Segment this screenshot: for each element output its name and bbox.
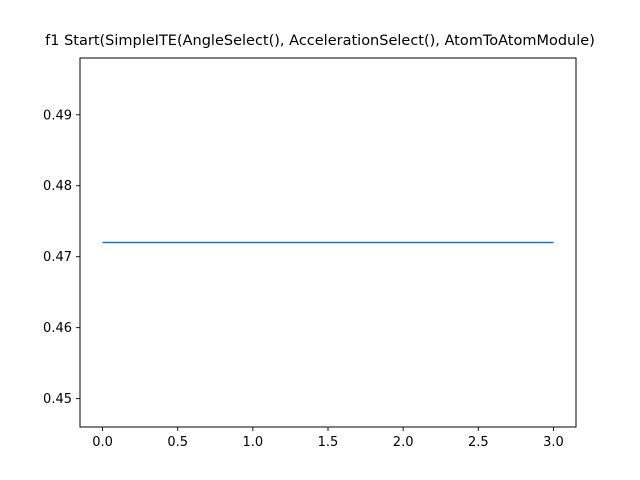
x-tick-label: 2.5: [468, 435, 489, 450]
x-tick-label: 2.0: [393, 435, 414, 450]
x-tick-label: 1.0: [243, 435, 264, 450]
x-tick-label: 0.5: [167, 435, 188, 450]
x-tick-label: 3.0: [543, 435, 564, 450]
y-axis-ticks: 0.45 0.46 0.47 0.48 0.49: [43, 108, 80, 407]
x-axis-ticks: 0.0 0.5 1.0 1.5 2.0 2.5 3.0: [92, 427, 564, 450]
y-tick-label: 0.45: [43, 392, 72, 407]
plot-frame: [79, 57, 577, 428]
y-tick-label: 0.48: [43, 179, 72, 194]
y-tick-label: 0.46: [43, 321, 72, 336]
x-tick-label: 1.5: [318, 435, 339, 450]
chart-title: f1 Start(SimpleITE(AngleSelect(), Accele…: [45, 33, 595, 49]
y-tick-label: 0.49: [43, 108, 72, 123]
y-tick-label: 0.47: [43, 250, 72, 265]
x-tick-label: 0.0: [92, 435, 113, 450]
